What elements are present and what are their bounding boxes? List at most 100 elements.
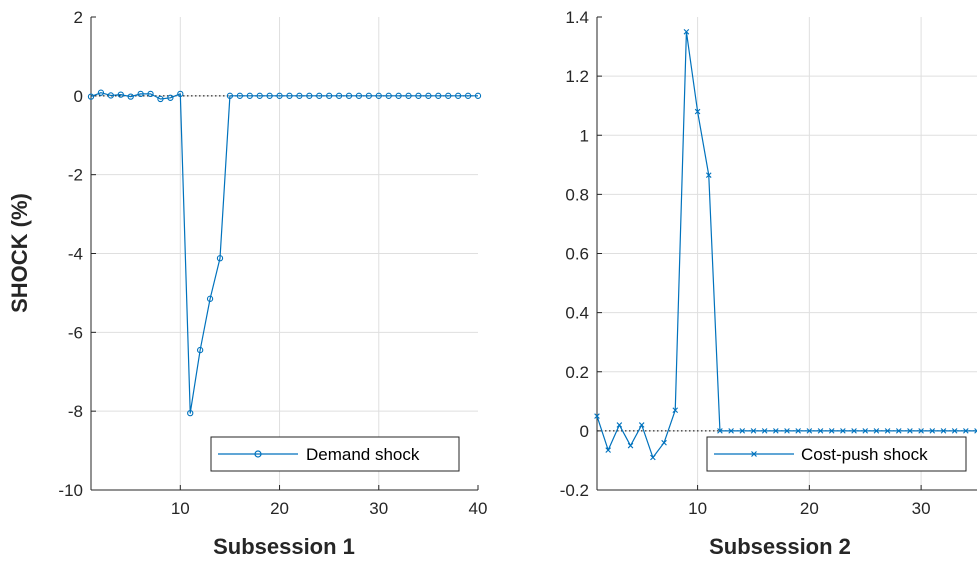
y-tick-label: 0 bbox=[580, 422, 589, 441]
data-point bbox=[806, 428, 813, 434]
data-point bbox=[177, 90, 184, 98]
x-tick-label: 10 bbox=[171, 499, 190, 518]
data-point bbox=[694, 108, 701, 115]
data-point bbox=[907, 428, 913, 434]
y-tick-label: 1.2 bbox=[565, 67, 589, 86]
data-point bbox=[405, 92, 412, 99]
data-point bbox=[750, 428, 757, 434]
data-point bbox=[705, 172, 712, 178]
data-point bbox=[455, 92, 462, 99]
data-point bbox=[884, 428, 891, 434]
data-point bbox=[107, 92, 114, 99]
data-point bbox=[216, 255, 224, 262]
data-point bbox=[851, 428, 857, 434]
data-point bbox=[445, 92, 452, 99]
x-tick-label: 20 bbox=[800, 499, 819, 518]
data-point bbox=[873, 428, 880, 434]
data-point bbox=[87, 93, 95, 100]
data-point bbox=[345, 92, 353, 99]
data-point bbox=[817, 428, 824, 434]
data-point bbox=[795, 428, 801, 434]
chart-panel-cost-push: -0.2 0 0.2 0.4 0.6 0.8 1 1.2 1.4 10 20 30 Cost-push… bbox=[560, 8, 977, 559]
data-point bbox=[717, 428, 723, 434]
data-point bbox=[784, 428, 790, 434]
legend: Demand shock bbox=[210, 436, 460, 472]
axes bbox=[596, 16, 977, 491]
data-point bbox=[97, 89, 105, 96]
legend-marker-x bbox=[751, 451, 757, 457]
data-point bbox=[895, 428, 902, 434]
data-point bbox=[862, 428, 869, 434]
data-point bbox=[127, 93, 134, 100]
data-point bbox=[375, 92, 382, 99]
chart-panel-demand: -10 -8 -6 -4 -2 0 2 10 20 30 40 Demand shock Subse… bbox=[7, 8, 487, 559]
data-point bbox=[365, 92, 372, 99]
y-tick-label: -10 bbox=[58, 481, 83, 500]
axes bbox=[90, 16, 479, 491]
y-tick-label: -0.2 bbox=[560, 481, 589, 500]
y-tick-label: 0.4 bbox=[565, 304, 589, 323]
y-tick-label: -6 bbox=[68, 323, 83, 342]
data-point bbox=[256, 92, 263, 99]
series-cost-push-shock bbox=[594, 28, 977, 461]
data-point bbox=[296, 92, 303, 99]
data-point bbox=[355, 92, 363, 99]
data-point bbox=[206, 295, 214, 302]
data-point bbox=[951, 428, 958, 434]
data-point bbox=[187, 409, 194, 417]
data-point bbox=[773, 428, 779, 434]
legend-label: Demand shock bbox=[306, 445, 420, 464]
tick-labels: -0.2 0 0.2 0.4 0.6 0.8 1 1.2 1.4 10 20 30 bbox=[560, 8, 931, 518]
data-point bbox=[286, 92, 293, 99]
data-point bbox=[929, 428, 936, 434]
data-point bbox=[395, 92, 402, 99]
data-point bbox=[728, 428, 734, 434]
data-point bbox=[236, 92, 243, 99]
legend-label: Cost-push shock bbox=[801, 445, 928, 464]
data-point bbox=[197, 346, 204, 354]
data-point bbox=[650, 454, 656, 461]
data-point bbox=[415, 92, 422, 99]
series-line bbox=[90, 92, 478, 414]
data-point bbox=[167, 94, 174, 101]
data-point bbox=[840, 428, 846, 434]
data-point bbox=[117, 91, 124, 98]
data-point bbox=[974, 428, 977, 434]
x-tick-label: 10 bbox=[688, 499, 707, 518]
legend-marker-circle bbox=[254, 450, 262, 458]
data-point bbox=[761, 428, 768, 434]
data-point bbox=[828, 428, 835, 434]
y-tick-label: 0 bbox=[74, 87, 83, 106]
y-tick-label: 0.6 bbox=[565, 245, 589, 264]
y-tick-label: 0.8 bbox=[565, 185, 589, 204]
y-tick-label: 2 bbox=[74, 8, 83, 27]
data-point bbox=[157, 95, 164, 103]
data-point bbox=[616, 422, 623, 428]
data-point bbox=[594, 413, 600, 419]
data-point bbox=[226, 92, 234, 99]
x-tick-label: 40 bbox=[469, 499, 488, 518]
data-point bbox=[147, 90, 154, 98]
data-point bbox=[137, 90, 144, 98]
y-tick-label: -2 bbox=[68, 166, 83, 185]
y-tick-label: -8 bbox=[68, 402, 83, 421]
data-point bbox=[739, 428, 746, 434]
legend: Cost-push shock bbox=[706, 436, 967, 472]
data-point bbox=[918, 428, 924, 434]
data-point bbox=[638, 422, 645, 428]
data-point bbox=[435, 92, 442, 99]
data-point bbox=[276, 92, 283, 99]
data-point bbox=[940, 428, 947, 434]
data-point bbox=[464, 92, 472, 99]
y-tick-label: 1 bbox=[580, 126, 589, 145]
data-point bbox=[316, 92, 323, 99]
tick-labels: -10 -8 -6 -4 -2 0 2 10 20 30 40 bbox=[58, 8, 487, 518]
x-axis-title: Subsession 2 bbox=[709, 534, 851, 559]
data-point bbox=[683, 28, 690, 35]
data-point bbox=[266, 92, 273, 99]
series-demand-shock bbox=[87, 89, 482, 417]
data-point bbox=[661, 439, 667, 446]
data-point bbox=[627, 442, 634, 449]
y-tick-label: 0.2 bbox=[565, 363, 589, 382]
